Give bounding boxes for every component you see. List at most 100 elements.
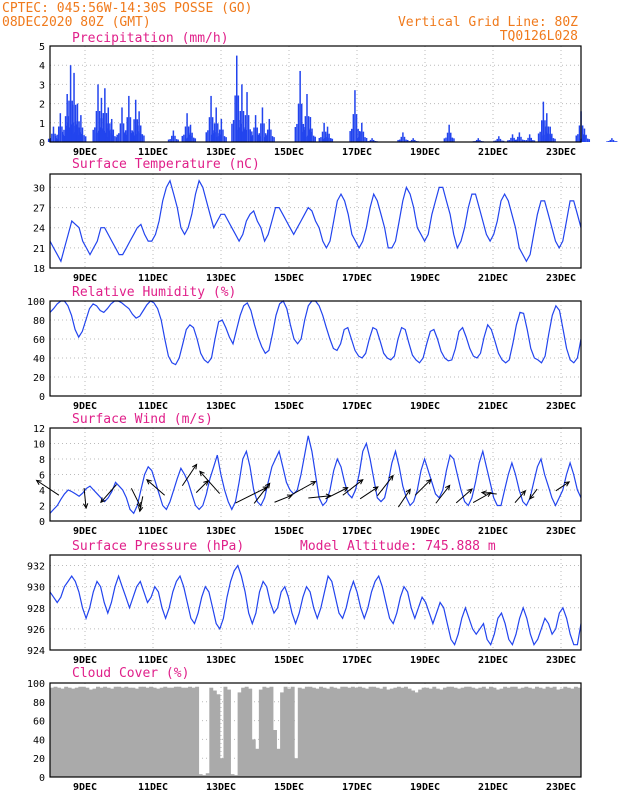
cloud-bar <box>152 687 157 777</box>
precip-bar <box>331 138 334 142</box>
precip-bar <box>443 138 446 142</box>
wind-arrow-head <box>520 489 527 496</box>
cloud-bar <box>159 687 164 777</box>
wind-arrow-head <box>138 506 144 513</box>
cloud-bar <box>269 686 274 777</box>
precip-bar <box>102 113 105 142</box>
precip-bar <box>585 134 587 142</box>
cloud-bar <box>145 687 150 777</box>
cloud-bar <box>191 687 196 777</box>
cloud-bar <box>545 686 550 777</box>
precip-bar <box>400 136 403 142</box>
wind-arrow <box>472 492 492 503</box>
precip-bar <box>542 134 545 142</box>
wind-arrow-head <box>467 488 473 494</box>
precip-bar <box>356 137 358 142</box>
cloud-bar <box>177 686 182 777</box>
cloud-bar <box>184 687 189 777</box>
precip-bar <box>213 123 216 142</box>
cloud-bar <box>237 692 242 777</box>
wind-x-tick: 21DEC <box>478 526 508 537</box>
cloud-title: Cloud Cover (%) <box>72 666 189 681</box>
wind-x-tick: 17DEC <box>342 526 372 537</box>
cloud-y-tick: 100 <box>27 679 45 690</box>
precip-bar <box>63 129 65 142</box>
wind-arrow-head <box>357 479 364 485</box>
cloud-bar <box>442 687 447 777</box>
wind-arrow <box>377 475 394 497</box>
cloud-bar <box>524 686 529 777</box>
cloud-x-tick: 9DEC <box>73 782 97 793</box>
cloud-bar <box>488 686 493 777</box>
cloud-bar <box>361 687 366 777</box>
precip-bar <box>100 97 103 142</box>
precip-bar <box>222 129 224 142</box>
cloud-x-tick: 13DEC <box>206 782 236 793</box>
cloud-bar <box>134 688 139 777</box>
precip-x-tick: 13DEC <box>206 147 236 158</box>
precip-bar <box>102 134 105 142</box>
precip-bar <box>515 139 517 142</box>
cloud-bar <box>333 687 338 777</box>
precip-bar <box>243 129 245 142</box>
precip-bar <box>174 135 176 142</box>
precip-bar <box>583 128 586 142</box>
precip-bar <box>323 122 325 142</box>
precip-bar <box>318 137 321 142</box>
cloud-bar <box>396 686 401 777</box>
precip-bar <box>51 133 53 142</box>
precip-bar <box>554 138 556 142</box>
precip-bar <box>349 131 351 142</box>
cloud-bar <box>265 687 270 777</box>
precip-bar <box>217 123 219 142</box>
cloud-bar <box>113 686 118 777</box>
cloud-bar <box>393 687 398 777</box>
precip-bar <box>518 132 521 142</box>
header-grid-line: Vertical Grid Line: 80Z <box>398 15 578 30</box>
precip-bar <box>172 130 175 142</box>
precip-bar <box>499 138 502 142</box>
precip-x-tick: 21DEC <box>478 147 508 158</box>
cloud-x-tick: 15DEC <box>274 782 304 793</box>
precip-y-tick: 0 <box>39 138 45 149</box>
cloud-bar <box>499 688 504 777</box>
cloud-bar <box>283 686 288 777</box>
cloud-bar <box>411 690 416 777</box>
precip-bar <box>506 140 509 142</box>
precip-bar <box>477 138 480 142</box>
wind-arrow <box>308 495 331 499</box>
precip-bar <box>56 134 58 142</box>
wind-x-tick: 11DEC <box>138 526 168 537</box>
temp-x-tick: 19DEC <box>410 273 440 284</box>
wind-arrow <box>235 486 268 504</box>
precip-bar <box>130 133 132 142</box>
cloud-bar <box>170 687 175 777</box>
precip-bar <box>329 138 332 142</box>
precip-bar <box>301 131 303 142</box>
wind-arrow-head <box>426 478 432 485</box>
wind-arrow-head <box>264 482 271 489</box>
precip-bar <box>498 136 500 142</box>
cloud-bar <box>538 687 543 777</box>
precip-bar <box>95 132 98 142</box>
precip-bar <box>398 139 401 142</box>
precip-bar <box>365 137 368 142</box>
precip-bar <box>169 139 171 142</box>
precip-bar <box>249 129 251 142</box>
precip-bar <box>527 137 529 142</box>
precip-bar <box>541 120 543 142</box>
cloud-x-tick: 11DEC <box>138 782 168 793</box>
pressure-y-tick: 930 <box>27 583 45 594</box>
precip-bar <box>575 135 577 142</box>
cloud-bar <box>552 686 557 777</box>
cloud-bar <box>212 690 217 777</box>
wind-arrow <box>195 480 209 493</box>
precip-bar <box>308 128 310 142</box>
precip-bar <box>306 135 308 142</box>
rh-y-tick: 20 <box>33 373 45 384</box>
temp-x-tick: 21DEC <box>478 273 508 284</box>
precip-bar <box>139 125 142 142</box>
precip-bar <box>321 131 324 142</box>
precip-bar <box>361 122 363 142</box>
precip-bar <box>80 115 82 142</box>
